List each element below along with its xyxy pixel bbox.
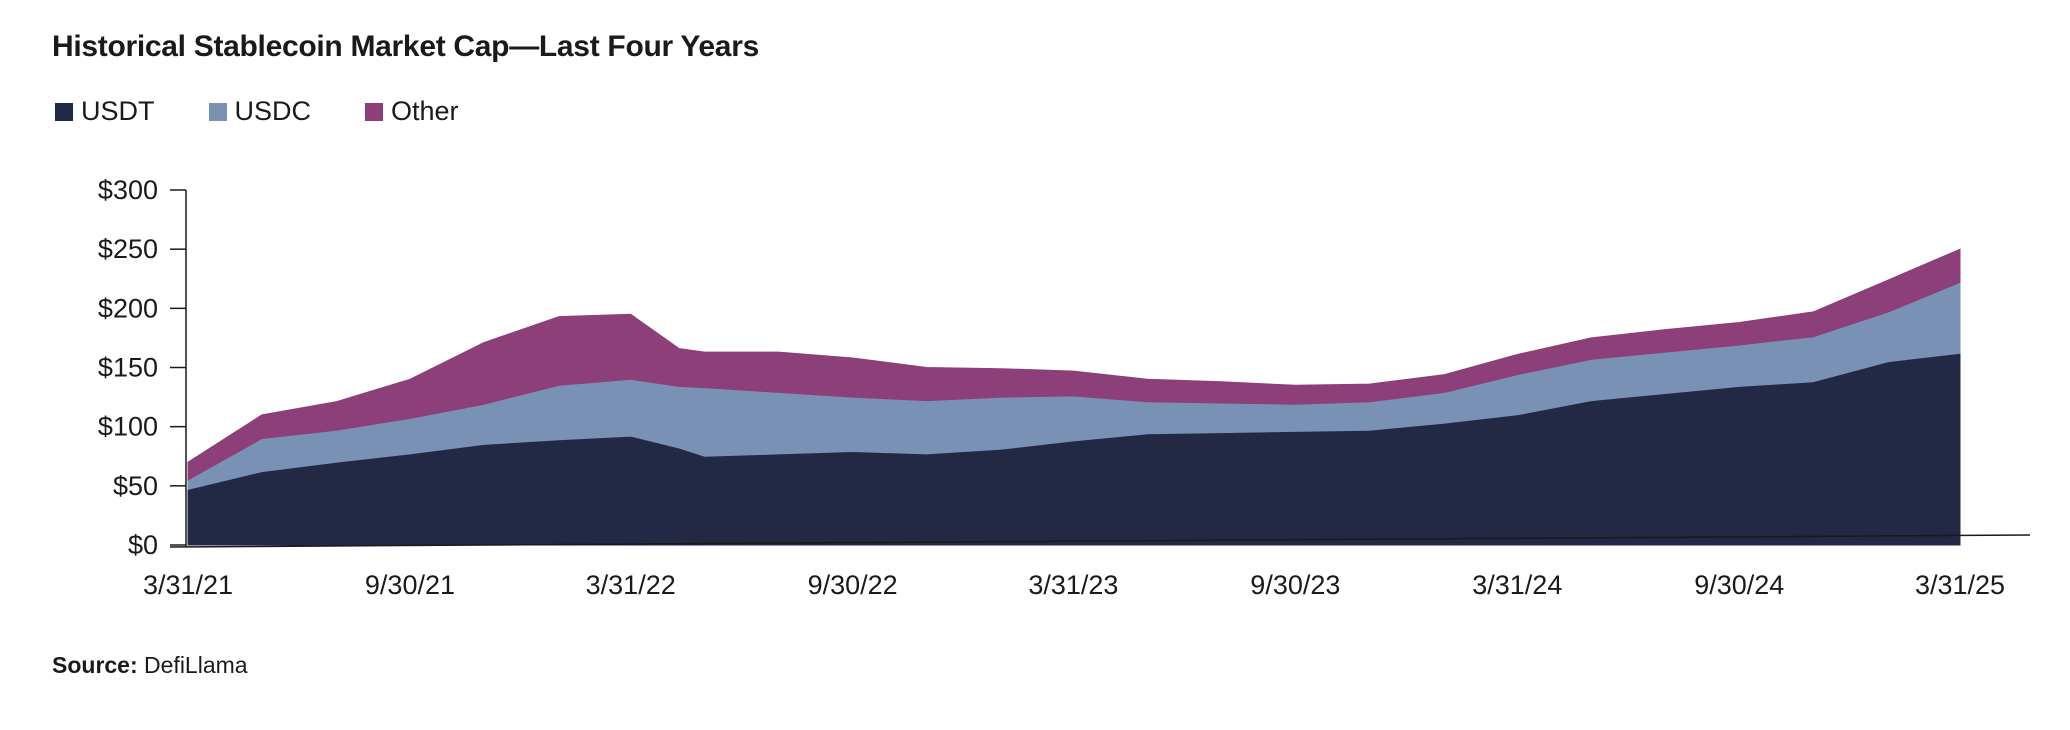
legend-label-other: Other bbox=[391, 96, 459, 126]
legend-swatch-usdt bbox=[55, 102, 73, 121]
x-tick-label: 3/31/24 bbox=[1472, 570, 1562, 600]
y-tick-label: $150 bbox=[98, 353, 158, 383]
x-tick-label: 9/30/23 bbox=[1250, 570, 1340, 600]
x-tick-label: 9/30/22 bbox=[808, 570, 898, 600]
x-tick-label: 3/31/23 bbox=[1028, 570, 1118, 600]
source-text: DefiLlama bbox=[144, 652, 248, 678]
x-axis-ticks: 3/31/21 9/30/21 3/31/22 9/30/22 3/31/23 9/30/… bbox=[143, 570, 2005, 600]
source-label: Source: bbox=[52, 652, 138, 678]
legend-item-usdc: USDC bbox=[208, 96, 312, 127]
legend-label-usdt: USDT bbox=[81, 96, 155, 126]
x-tick-label: 9/30/24 bbox=[1694, 570, 1784, 600]
chart-legend: USDT USDC Other bbox=[55, 96, 459, 127]
x-tick-label: 3/31/22 bbox=[586, 570, 676, 600]
y-axis-ticks: $0 $50 $100 $150 $200 $250 $300 bbox=[98, 175, 186, 560]
legend-item-usdt: USDT bbox=[55, 96, 155, 127]
legend-item-other: Other bbox=[365, 96, 459, 127]
legend-swatch-usdc bbox=[208, 102, 227, 121]
x-axis-line bbox=[169, 534, 2031, 548]
y-tick-label: $250 bbox=[98, 234, 158, 264]
area-series-other bbox=[187, 248, 1961, 481]
y-tick-label: $200 bbox=[98, 293, 158, 323]
x-tick-label: 3/31/21 bbox=[143, 570, 233, 600]
y-tick-label: $0 bbox=[128, 530, 158, 560]
area-series-group bbox=[187, 248, 1961, 546]
y-tick-label: $100 bbox=[98, 412, 158, 442]
y-tick-label: $50 bbox=[113, 471, 158, 501]
legend-swatch-other bbox=[365, 102, 384, 121]
legend-label-usdc: USDC bbox=[234, 96, 312, 126]
x-tick-label: 9/30/21 bbox=[365, 570, 455, 600]
chart-title: Historical Stablecoin Market Cap—Last Fo… bbox=[52, 30, 759, 63]
source-note: Source: DefiLlama bbox=[52, 652, 248, 679]
x-tick-label: 3/31/25 bbox=[1915, 570, 2005, 600]
y-tick-label: $300 bbox=[98, 175, 158, 205]
